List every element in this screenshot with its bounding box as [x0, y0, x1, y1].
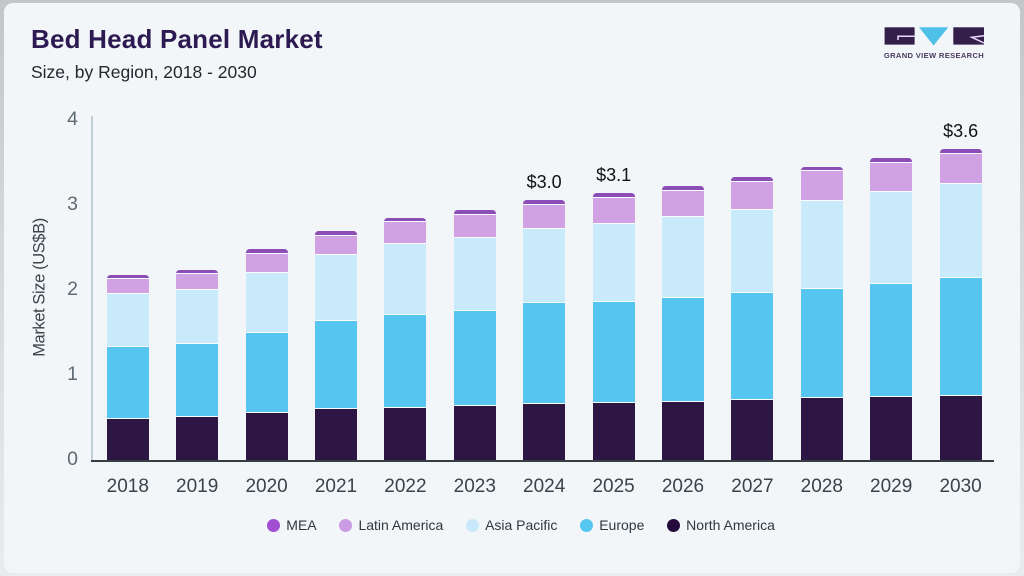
svg-text:GRAND VIEW RESEARCH: GRAND VIEW RESEARCH — [884, 51, 984, 60]
